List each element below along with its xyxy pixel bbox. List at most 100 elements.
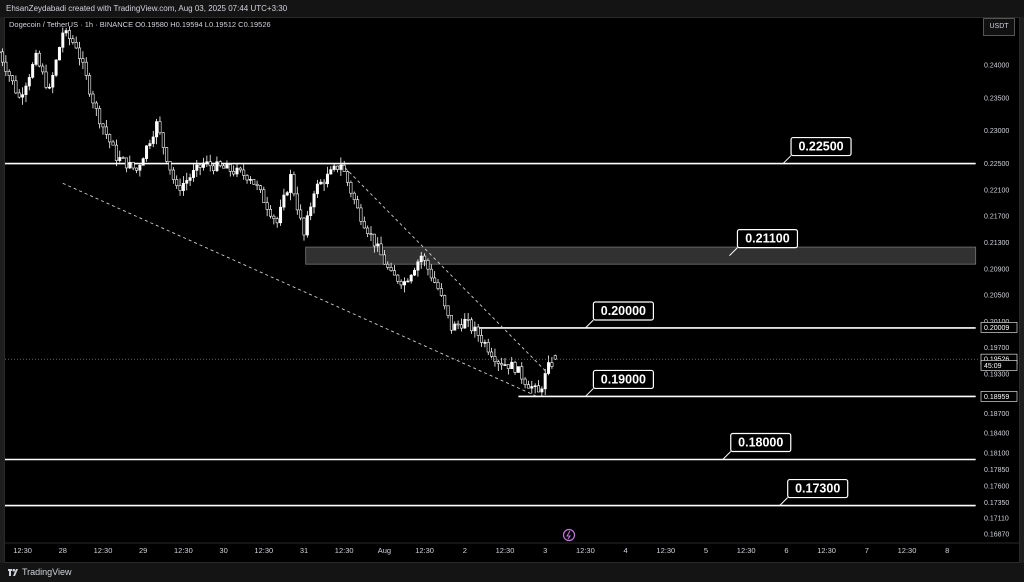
price-tick-label: 0.19700 — [984, 345, 1009, 352]
time-tick-label: 12:30 — [496, 546, 515, 555]
candle-body — [299, 209, 303, 219]
candle-body — [94, 102, 98, 109]
time-tick-label: 12:30 — [656, 546, 675, 555]
candle-body — [11, 75, 15, 82]
candle-body — [222, 165, 226, 169]
candle-body — [369, 233, 373, 235]
candle-body — [37, 52, 41, 67]
candle-body — [312, 193, 316, 208]
callout-box[interactable] — [592, 301, 655, 321]
candle-body — [305, 215, 309, 236]
candle-body — [322, 181, 326, 185]
candle-body — [131, 161, 135, 169]
candle-body — [108, 134, 112, 143]
candle-body — [135, 167, 139, 171]
price-marker-box — [980, 322, 1018, 333]
callout-pointer — [729, 247, 738, 256]
candle-body — [376, 243, 380, 247]
candle-body — [54, 59, 58, 76]
candle-body — [332, 165, 336, 170]
candle-body — [74, 42, 78, 49]
candle-body — [268, 209, 272, 217]
candle-body — [41, 65, 45, 73]
candle-body — [158, 121, 162, 134]
candle-body — [476, 326, 480, 336]
candle-body — [245, 175, 249, 181]
channel-line-2[interactable] — [340, 163, 549, 375]
candle-body — [88, 75, 92, 95]
candle-body — [362, 221, 366, 229]
price-tick-label: 0.17600 — [984, 483, 1009, 490]
callout-box[interactable] — [736, 229, 799, 249]
candle-body — [389, 267, 393, 271]
candle-body — [516, 366, 520, 373]
candle-body — [91, 93, 95, 104]
price-tick-label: 0.18700 — [984, 411, 1009, 418]
currency-label[interactable]: USDT — [983, 18, 1015, 36]
candle-body — [533, 385, 537, 388]
callout-pointer — [585, 388, 594, 397]
candle-body — [225, 164, 229, 169]
candle-body — [78, 47, 82, 59]
candle-body — [426, 260, 430, 270]
callout-label: 0.19000 — [601, 372, 646, 386]
attribution-bar: EhsanZeydabadi created with TradingView.… — [0, 0, 1024, 17]
candle-body — [272, 215, 276, 219]
candle-body — [262, 189, 266, 203]
price-marker-label: 0.18959 — [984, 394, 1009, 401]
candle-body — [27, 77, 31, 87]
price-tick-label: 0.22100 — [984, 187, 1009, 194]
footer-brand: TradingView — [22, 567, 72, 577]
price-tick-label: 0.21700 — [984, 214, 1009, 221]
candle-body — [466, 318, 470, 321]
callout-label: 0.22500 — [798, 140, 843, 154]
callout-label: 0.20000 — [601, 304, 646, 318]
time-tick-label: 12:30 — [174, 546, 193, 555]
candle-body — [252, 179, 256, 185]
candle-body — [165, 147, 169, 162]
callout-label: 0.21100 — [745, 232, 790, 246]
candle-body — [496, 361, 500, 364]
price-axis[interactable] — [979, 35, 1019, 543]
callout-box[interactable] — [592, 369, 655, 390]
candle-body — [453, 323, 457, 331]
candle-body — [145, 145, 149, 159]
callout-box[interactable] — [790, 136, 852, 157]
symbol-legend: Dogecoin / TetherUS · 1h · BINANCE O0.19… — [9, 20, 271, 29]
candle-body — [520, 366, 524, 380]
candle-body — [34, 52, 38, 65]
tradingview-logo-icon — [8, 568, 18, 576]
candle-body — [429, 268, 433, 279]
callout-label: 0.18000 — [738, 436, 783, 450]
callout-box[interactable] — [787, 478, 849, 499]
callout-pointer — [722, 451, 732, 460]
candle-body — [155, 121, 159, 138]
lightning-icon[interactable] — [562, 528, 576, 542]
candle-body — [98, 108, 102, 125]
resistance-zone[interactable] — [305, 246, 977, 265]
channel-line-1[interactable] — [62, 182, 539, 398]
candle-body — [258, 185, 262, 191]
candle-body — [4, 61, 8, 72]
candle-body — [463, 318, 467, 329]
time-tick-label: 8 — [945, 546, 949, 555]
price-tick-label: 0.17850 — [984, 467, 1009, 474]
price-marker-label: 0.19526 — [984, 357, 1009, 364]
price-tick-label: 0.20500 — [984, 293, 1009, 300]
price-tick-label: 0.18100 — [984, 450, 1009, 457]
price-tick-label: 0.20900 — [984, 266, 1009, 273]
candle-body — [483, 342, 487, 344]
candle-body — [17, 92, 21, 98]
candle-body — [44, 71, 48, 88]
candle-body — [292, 174, 296, 195]
time-tick-label: 12:30 — [898, 546, 917, 555]
candle-body — [68, 30, 72, 39]
candle-body — [198, 164, 202, 168]
callout-pointer — [782, 155, 792, 164]
candle-body — [118, 157, 122, 161]
candle-body — [81, 58, 85, 63]
candle-body — [490, 351, 494, 357]
callout-box[interactable] — [730, 432, 792, 453]
candle-body — [319, 181, 323, 185]
